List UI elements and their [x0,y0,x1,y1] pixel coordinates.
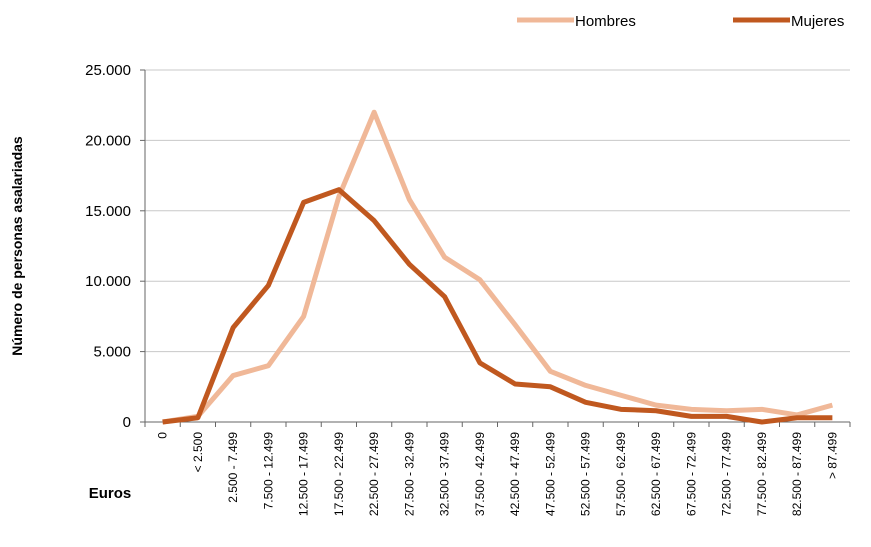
x-tick-label: 27.500 - 32.499 [402,432,416,516]
y-tick-label: 15.000 [85,203,131,220]
y-axis-label: Número de personas asalariadas [9,136,25,356]
y-tick-label: 25.000 [85,62,131,79]
x-tick-label: 57.500 - 62.499 [614,432,628,516]
x-tick-label: 2.500 - 7.499 [226,432,240,503]
x-tick-label: 22.500 - 27.499 [367,432,381,516]
x-tick-label: 42.500 - 47.499 [508,432,522,516]
x-tick-label: 82.500 - 87.499 [790,432,804,516]
x-tick-label: > 87.499 [825,432,839,479]
x-tick-label: 37.500 - 42.499 [473,432,487,516]
x-tick-label: 32.500 - 37.499 [438,432,452,516]
y-tick-label: 0 [123,414,131,431]
x-tick-label: 47.500 - 52.499 [543,432,557,516]
x-tick-label: < 2.500 [191,432,205,473]
x-tick-label: 77.500 - 82.499 [755,432,769,516]
y-tick-label: 20.000 [85,132,131,149]
x-tick-label: 67.500 - 72.499 [684,432,698,516]
x-tick-label: 17.500 - 22.499 [332,432,346,516]
x-tick-label: 62.500 - 67.499 [649,432,663,516]
series-line [162,109,834,425]
x-tick-label: 7.500 - 12.499 [261,432,275,510]
y-tick-label: 10.000 [85,273,131,290]
series-line [162,187,833,425]
legend-label: Mujeres [791,13,844,30]
x-tick-label: 52.500 - 57.499 [579,432,593,516]
legend-label: Hombres [575,13,636,30]
x-tick-label: 12.500 - 17.499 [297,432,311,516]
x-axis-label: Euros [89,485,132,502]
y-tick-label: 5.000 [93,344,131,361]
x-tick-label: 72.500 - 77.499 [720,432,734,516]
x-tick-label: 0 [156,432,170,439]
